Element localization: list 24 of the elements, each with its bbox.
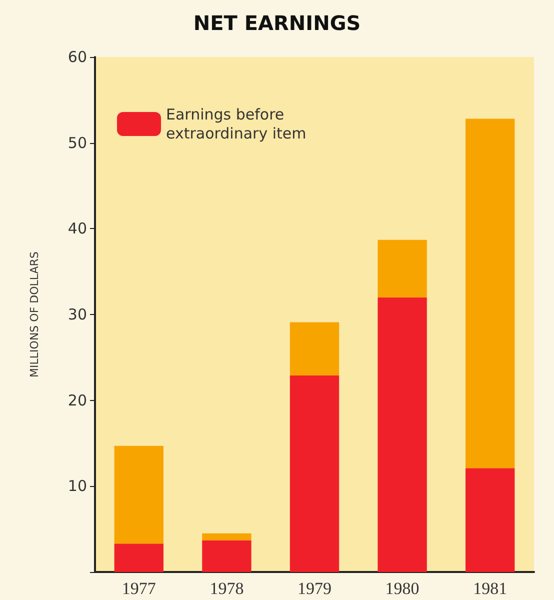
bar [466, 468, 515, 572]
y-tick-label: 20 [68, 391, 87, 410]
y-axis-title: MILLIONS OF DOLLARS [28, 252, 41, 378]
y-tick-label: 30 [68, 306, 87, 324]
bar [378, 240, 427, 298]
bar [290, 375, 340, 572]
x-tick-label: 1981 [473, 579, 508, 598]
y-tick-label: 60 [68, 48, 87, 66]
x-tick-label: 1980 [385, 579, 420, 598]
y-tick-label: 40 [68, 220, 87, 238]
chart-title: NET EARNINGS [193, 11, 361, 35]
y-tick-label: 10 [68, 477, 87, 496]
x-tick-label: 1977 [122, 579, 156, 598]
y-tick-label: 50 [68, 134, 87, 152]
x-tick-label: 1978 [210, 579, 244, 598]
x-tick-label: 1979 [298, 579, 332, 598]
bar [378, 297, 427, 572]
legend-label: Earnings before extraordinary item [166, 106, 306, 142]
bar [114, 544, 164, 572]
bar [466, 118, 515, 468]
bar [290, 322, 340, 376]
bar [202, 540, 252, 572]
bar [202, 533, 252, 540]
bar [114, 446, 164, 544]
